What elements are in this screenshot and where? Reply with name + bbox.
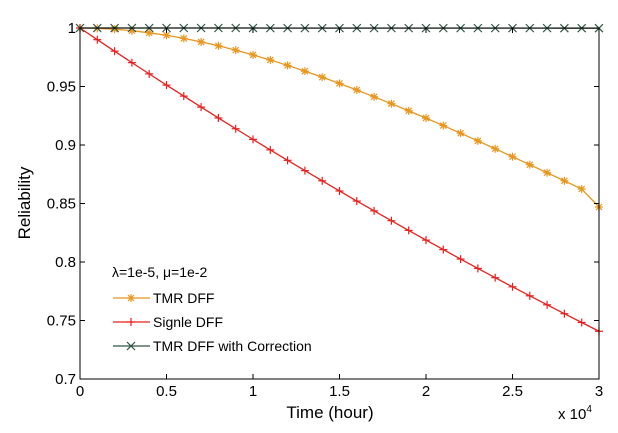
data-point bbox=[355, 88, 359, 92]
y-axis-label: Reliability bbox=[15, 166, 34, 239]
x-tick-label: 0.5 bbox=[156, 383, 177, 400]
x-multiplier: x 104 bbox=[558, 404, 592, 423]
y-tick-label: 0.95 bbox=[47, 79, 76, 96]
x-tick-label: 2.5 bbox=[502, 383, 523, 400]
data-point bbox=[320, 75, 324, 79]
data-point bbox=[424, 116, 428, 120]
y-tick-label: 1 bbox=[68, 20, 76, 37]
data-point bbox=[147, 31, 151, 35]
data-point bbox=[545, 171, 549, 175]
data-point bbox=[493, 147, 497, 151]
data-point bbox=[164, 33, 169, 37]
data-point bbox=[216, 44, 220, 48]
data-point bbox=[510, 155, 515, 159]
data-point bbox=[199, 40, 203, 44]
legend-items: TMR DFF Signle DFF TMR DFF with Correction bbox=[113, 290, 312, 354]
data-point bbox=[251, 53, 255, 57]
legend-label: TMR DFF bbox=[153, 290, 214, 306]
data-point bbox=[476, 139, 480, 143]
data-point bbox=[562, 179, 567, 183]
legend-label: TMR DFF with Correction bbox=[153, 338, 312, 354]
data-point bbox=[286, 63, 290, 68]
y-tick-label: 0.75 bbox=[47, 313, 76, 330]
x-tick-label: 1 bbox=[249, 383, 257, 400]
x-tick-label: 1.5 bbox=[329, 383, 350, 400]
x-tick-label: 3 bbox=[595, 383, 603, 400]
data-point bbox=[441, 123, 445, 128]
legend: λ=1e-5, μ=1e-2 TMR DFF Signle DFF TMR DFF … bbox=[112, 264, 312, 354]
legend-swatch-marker bbox=[126, 341, 136, 351]
legend-annotation: λ=1e-5, μ=1e-2 bbox=[112, 264, 207, 280]
data-point bbox=[528, 163, 532, 167]
data-point bbox=[130, 29, 134, 33]
legend-item: TMR DFF with Correction bbox=[113, 338, 312, 354]
x-multiplier-exp: 4 bbox=[586, 404, 592, 415]
tick-layer: 0 0.5 1 1.5 2 2.5 3 0.7 0.75 0.8 0.85 0.9 0.95 1 bbox=[47, 20, 603, 400]
y-tick-label: 0.7 bbox=[55, 371, 76, 388]
legend-item: Signle DFF bbox=[113, 314, 223, 330]
series-1 bbox=[76, 24, 603, 212]
x-axis-label: Time (hour) bbox=[286, 403, 373, 422]
x-tick-label: 2 bbox=[422, 383, 430, 400]
legend-item: TMR DFF bbox=[113, 290, 214, 306]
data-point bbox=[459, 131, 463, 135]
data-point bbox=[389, 102, 393, 106]
data-point bbox=[234, 48, 238, 52]
data-point bbox=[303, 69, 307, 73]
data-point bbox=[337, 81, 342, 86]
data-point bbox=[372, 95, 376, 99]
y-tick-label: 0.85 bbox=[47, 196, 76, 213]
y-tick-label: 0.8 bbox=[55, 254, 76, 271]
x-multiplier-base: x 10 bbox=[558, 406, 586, 423]
data-point bbox=[182, 36, 186, 41]
data-point bbox=[268, 58, 272, 62]
data-point bbox=[580, 187, 584, 191]
y-tick-label: 0.9 bbox=[55, 137, 76, 154]
data-point bbox=[407, 109, 411, 113]
legend-label: Signle DFF bbox=[153, 314, 223, 330]
x-tick-label: 0 bbox=[76, 383, 84, 400]
legend-swatch-marker bbox=[129, 296, 133, 300]
series-2 bbox=[76, 24, 603, 336]
